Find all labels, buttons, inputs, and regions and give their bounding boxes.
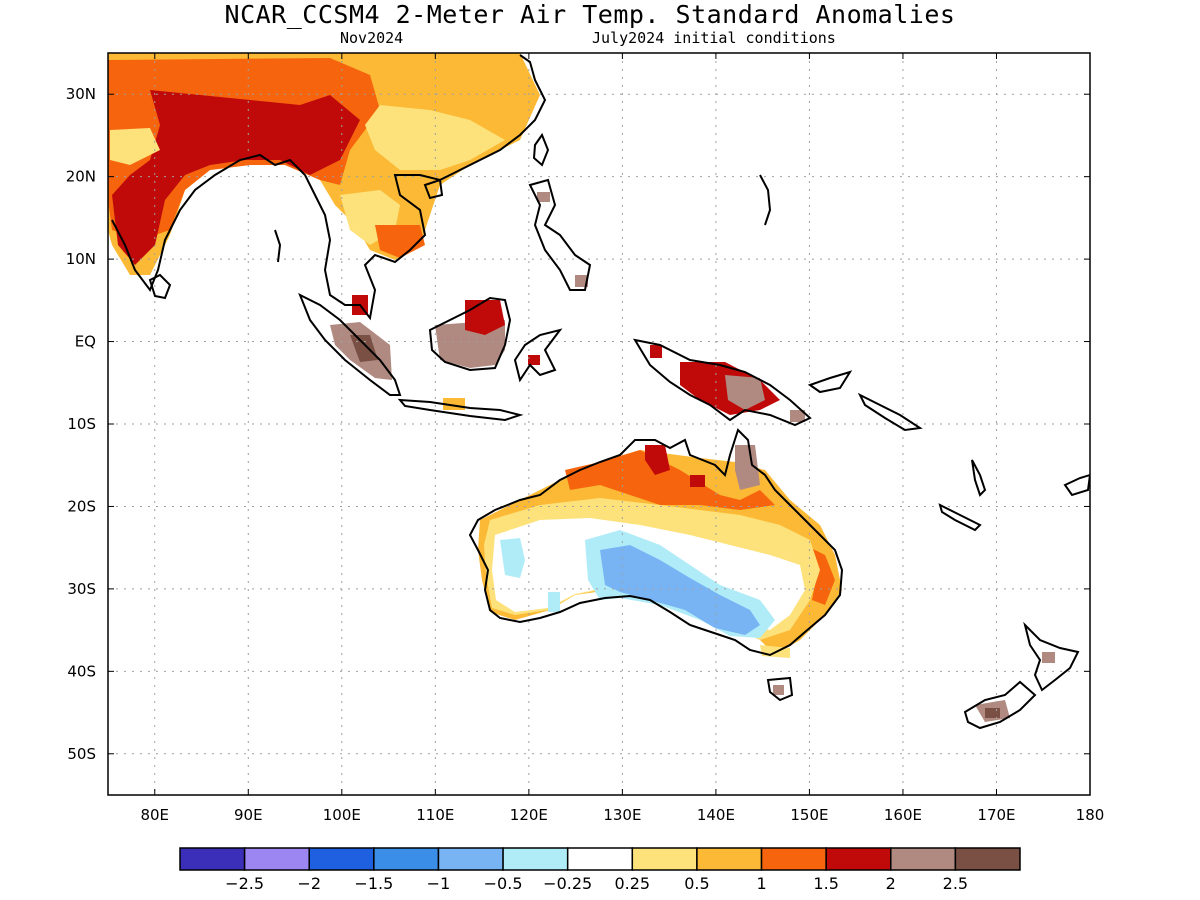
coast-java (397, 398, 524, 422)
lon-tick-label: 180 (1076, 806, 1105, 824)
lat-tick-label: 50S (67, 745, 96, 763)
colorbar-label: −2 (297, 874, 321, 893)
coast-marianas (759, 174, 772, 226)
asia-red-area (112, 90, 360, 265)
colorbar-swatch (566, 847, 634, 871)
lon-tick-label: 130E (603, 806, 641, 824)
indochina-orange-area (375, 225, 425, 258)
colorbar-label: 0.25 (614, 874, 650, 893)
colorbar-swatch (825, 847, 892, 871)
india-light-area (110, 128, 160, 165)
asia-yellow-area (365, 105, 505, 170)
colorbar-label: −0.5 (484, 874, 523, 893)
colorbar-swatch (373, 847, 440, 871)
colorbar-swatch (308, 847, 375, 871)
coast-newguinea (632, 338, 812, 427)
coast-hainan (423, 178, 444, 200)
coast-sulawesi (513, 328, 563, 383)
australia-red-north (645, 445, 705, 487)
lat-tick-label: 20N (66, 168, 96, 186)
colorbar-label: 1 (756, 874, 766, 893)
coast-philippines (528, 178, 592, 291)
colorbar (179, 847, 1021, 871)
coast-newcaledonia (938, 503, 982, 532)
coast-solomons (857, 392, 923, 432)
anomaly-fields (108, 53, 1055, 722)
coast-asia-mainland (111, 54, 547, 321)
lon-tick-label: 90E (234, 806, 263, 824)
lon-tick-label: 140E (697, 806, 735, 824)
australia-lightblue-south (548, 592, 560, 612)
lat-tick-label: 20S (67, 497, 96, 515)
coast-borneo (428, 296, 512, 372)
australia-blue-central (600, 545, 760, 635)
coast-taiwan (532, 132, 550, 167)
colorbar-labels: −2.5 −2 −1.5 −1 −0.5 −0.25 0.25 0.5 1 1.5 2 2.5 (225, 874, 968, 893)
tasmania-brown-area (773, 685, 784, 695)
mindanao-brown-area (575, 275, 588, 287)
lat-tick-label: 10N (66, 250, 96, 268)
colorbar-label: −1.5 (354, 874, 393, 893)
colorbar-label: 0.5 (684, 874, 709, 893)
lat-tick-label: EQ (75, 333, 96, 351)
lon-tick-label: 150E (790, 806, 828, 824)
axis-ticks (108, 53, 1091, 795)
coast-sumatra (298, 292, 402, 396)
lat-tick-label: 40S (67, 662, 96, 680)
lat-tick-label: 30S (67, 580, 96, 598)
nz-north-brown (1042, 652, 1055, 663)
lon-tick-label: 170E (977, 806, 1015, 824)
coast-fiji (1063, 473, 1090, 497)
lon-tick-label: 160E (884, 806, 922, 824)
forecast-month: Nov2024 (340, 29, 404, 47)
chart-title: NCAR_CCSM4 2-Meter Air Temp. Standard An… (224, 0, 956, 29)
colorbar-label: 1.5 (813, 874, 838, 893)
lon-tick-label: 110E (416, 806, 454, 824)
borneo-red-area (465, 300, 505, 335)
coastlines (111, 54, 1090, 730)
australia-lightblue-west (500, 538, 525, 578)
colorbar-swatch (179, 847, 246, 871)
coast-nz-north (1023, 621, 1080, 692)
colorbar-label: −1 (427, 874, 451, 893)
coast-andaman (274, 229, 282, 263)
latitude-tick-labels: 30N 20N 10N EQ 10S 20S 30S 40S 50S (66, 85, 96, 763)
colorbar-swatch (631, 847, 698, 871)
coast-australia (468, 428, 844, 657)
australia-orange-strong (565, 450, 835, 605)
nz-south-dark (985, 708, 1000, 718)
lon-tick-label: 120E (510, 806, 548, 824)
colorbar-label: 2 (886, 874, 896, 893)
coast-nz-south (963, 680, 1037, 730)
coast-tasmania (766, 676, 794, 702)
colorbar-label: −2.5 (225, 874, 264, 893)
lat-tick-label: 10S (67, 415, 96, 433)
colorbar-swatch (437, 847, 504, 871)
philippines-brown-area (537, 192, 550, 202)
colorbar-swatch (954, 847, 1021, 871)
longitude-tick-labels: 80E 90E 100E 110E 120E 130E 140E 150E 160E 170E 18… (140, 806, 1104, 824)
initial-conditions: July2024 initial conditions (592, 29, 836, 47)
coast-vanuatu (971, 459, 987, 497)
lon-tick-label: 100E (323, 806, 361, 824)
colorbar-swatch (502, 847, 569, 871)
coast-newbritain (807, 370, 853, 394)
sulawesi-red-area (528, 355, 540, 365)
colorbar-label: −0.25 (543, 874, 592, 893)
capeyork-brown-area (735, 445, 760, 490)
colorbar-swatch (243, 847, 310, 871)
newguinea-brown-area (725, 375, 805, 422)
colorbar-swatch (760, 847, 827, 871)
lon-tick-label: 80E (140, 806, 169, 824)
colorbar-swatch (890, 847, 957, 871)
coast-srilanka (148, 273, 172, 300)
lat-tick-label: 30N (66, 85, 96, 103)
colorbar-swatch (696, 847, 763, 871)
colorbar-label: 2.5 (943, 874, 968, 893)
